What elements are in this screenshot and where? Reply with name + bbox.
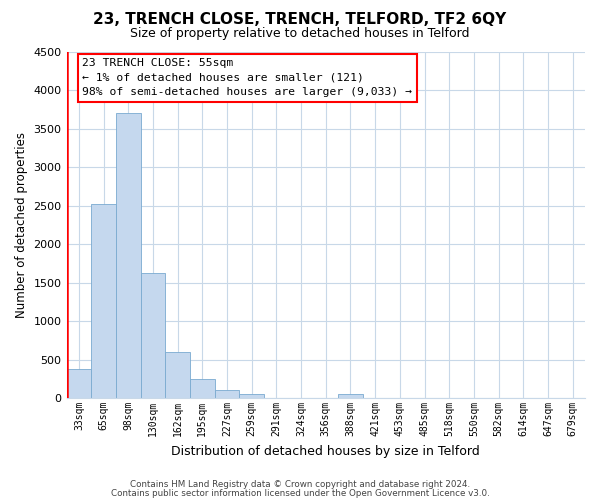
Bar [67, 369, 91, 398]
Bar [190, 380, 215, 398]
Bar [116, 113, 140, 398]
Text: Contains HM Land Registry data © Crown copyright and database right 2024.: Contains HM Land Registry data © Crown c… [130, 480, 470, 489]
Bar [165, 352, 190, 398]
Text: Contains public sector information licensed under the Open Government Licence v3: Contains public sector information licen… [110, 489, 490, 498]
Y-axis label: Number of detached properties: Number of detached properties [15, 132, 28, 318]
X-axis label: Distribution of detached houses by size in Telford: Distribution of detached houses by size … [172, 444, 480, 458]
Text: Size of property relative to detached houses in Telford: Size of property relative to detached ho… [130, 28, 470, 40]
Text: 23, TRENCH CLOSE, TRENCH, TELFORD, TF2 6QY: 23, TRENCH CLOSE, TRENCH, TELFORD, TF2 6… [94, 12, 506, 28]
Bar [215, 390, 239, 398]
Bar [91, 204, 116, 398]
Bar [140, 274, 165, 398]
Bar [338, 394, 363, 398]
Text: 23 TRENCH CLOSE: 55sqm
← 1% of detached houses are smaller (121)
98% of semi-det: 23 TRENCH CLOSE: 55sqm ← 1% of detached … [82, 58, 412, 97]
Bar [239, 394, 264, 398]
